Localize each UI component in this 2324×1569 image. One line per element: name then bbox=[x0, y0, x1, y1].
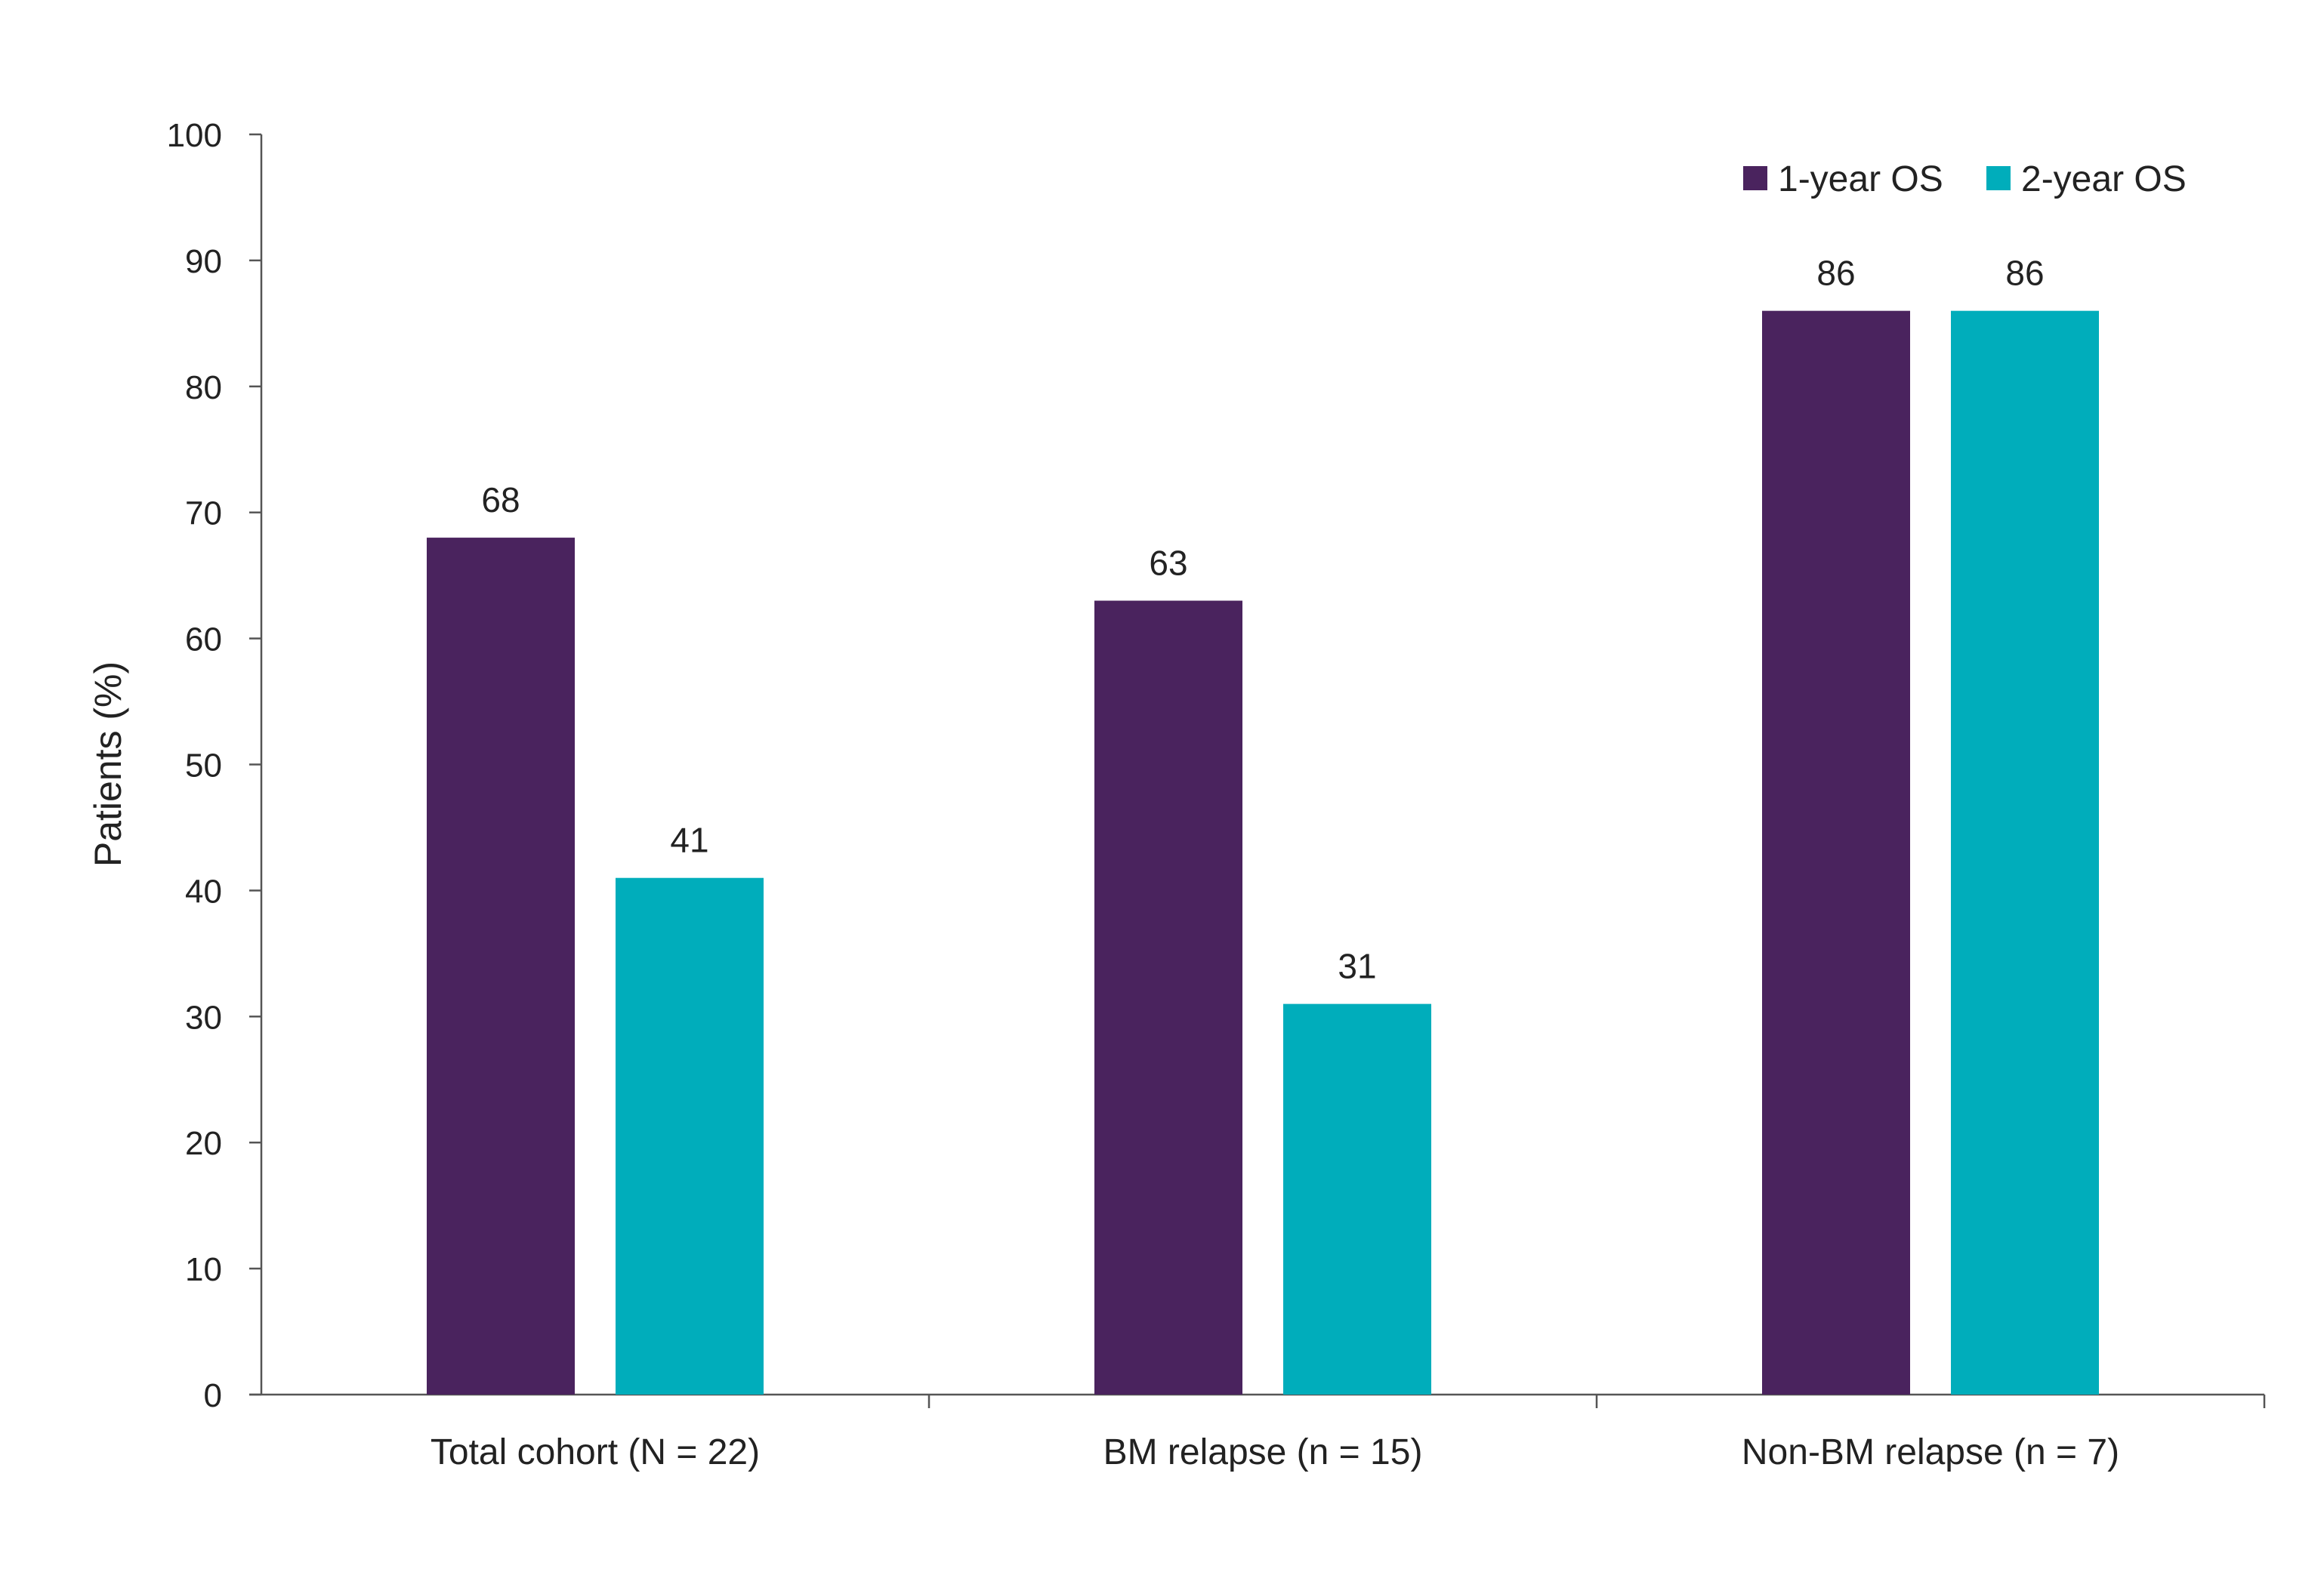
bars bbox=[427, 310, 2099, 1395]
bar-value-label: 63 bbox=[1149, 544, 1187, 583]
bar-value-label: 86 bbox=[1816, 254, 1855, 293]
x-category-label: Total cohort (N = 22) bbox=[431, 1432, 760, 1472]
y-tick-label: 50 bbox=[185, 748, 222, 784]
legend-swatch bbox=[1986, 166, 2011, 190]
data-labels: 68 41 63 31 86 86 bbox=[481, 254, 2044, 986]
bar-1-year-os bbox=[1094, 600, 1242, 1395]
bar-2-year-os bbox=[616, 877, 764, 1395]
legend-label: 2-year OS bbox=[2021, 159, 2187, 199]
bar-2-year-os bbox=[1283, 1003, 1431, 1395]
legend-swatch bbox=[1743, 166, 1767, 190]
y-tick-label: 40 bbox=[185, 873, 222, 910]
legend-label: 1-year OS bbox=[1778, 159, 1943, 199]
y-tick-label: 10 bbox=[185, 1251, 222, 1288]
x-category-label: BM relapse (n = 15) bbox=[1103, 1432, 1423, 1472]
y-axis-label: Patients (%) bbox=[87, 661, 129, 867]
y-tick-label: 30 bbox=[185, 999, 222, 1036]
x-category-label: Non-BM relapse (n = 7) bbox=[1742, 1432, 2119, 1472]
bar-2-year-os bbox=[1951, 310, 2099, 1395]
y-tick-label: 100 bbox=[167, 117, 222, 154]
y-tick-label: 70 bbox=[185, 495, 222, 532]
bar-value-label: 31 bbox=[1338, 947, 1376, 986]
bar-value-label: 41 bbox=[670, 821, 708, 860]
y-tick-label: 20 bbox=[185, 1125, 222, 1162]
bar-value-label: 86 bbox=[2005, 254, 2044, 293]
y-tick-label: 0 bbox=[204, 1377, 222, 1414]
y-tick-label: 80 bbox=[185, 369, 222, 406]
y-tick-label: 60 bbox=[185, 621, 222, 658]
bar-1-year-os bbox=[1762, 310, 1910, 1395]
axes: 0 10 20 30 40 50 60 70 80 90 100 Total cohort (N = … bbox=[167, 117, 2266, 1472]
legend: 1-year OS 2-year OS bbox=[1743, 159, 2187, 199]
bar-1-year-os bbox=[427, 538, 575, 1395]
y-tick-label: 90 bbox=[185, 243, 222, 280]
bar-value-label: 68 bbox=[481, 480, 520, 519]
